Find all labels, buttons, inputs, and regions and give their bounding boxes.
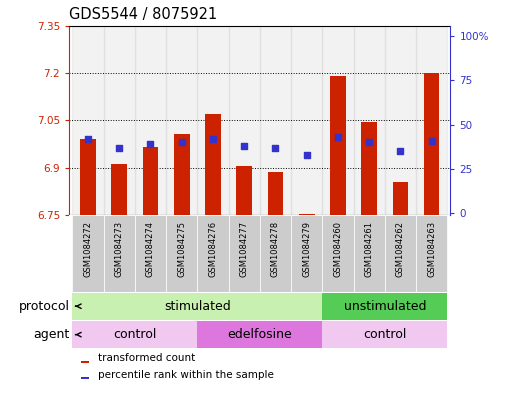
FancyBboxPatch shape: [291, 215, 322, 292]
Text: GDS5544 / 8075921: GDS5544 / 8075921: [69, 7, 218, 22]
FancyBboxPatch shape: [104, 215, 135, 292]
Text: protocol: protocol: [19, 300, 70, 313]
Point: [303, 152, 311, 158]
Point: [240, 143, 248, 149]
Point: [427, 138, 436, 144]
FancyBboxPatch shape: [322, 321, 447, 348]
Point: [365, 139, 373, 145]
FancyBboxPatch shape: [229, 215, 260, 292]
FancyBboxPatch shape: [198, 321, 322, 348]
Bar: [198, 26, 229, 215]
Text: stimulated: stimulated: [164, 300, 231, 313]
Bar: [135, 26, 166, 215]
FancyBboxPatch shape: [353, 215, 385, 292]
Bar: [361, 122, 377, 215]
Point: [115, 145, 123, 151]
Bar: [385, 26, 416, 215]
Text: unstimulated: unstimulated: [344, 300, 426, 313]
Text: GSM1084261: GSM1084261: [365, 221, 373, 277]
Point: [334, 134, 342, 140]
Bar: [205, 114, 221, 215]
Text: GSM1084263: GSM1084263: [427, 221, 436, 277]
Text: GSM1084273: GSM1084273: [115, 221, 124, 277]
FancyBboxPatch shape: [72, 321, 198, 348]
Bar: [81, 377, 89, 379]
FancyBboxPatch shape: [72, 215, 104, 292]
Point: [177, 139, 186, 145]
Bar: [111, 165, 127, 215]
Bar: [174, 134, 189, 215]
FancyBboxPatch shape: [198, 215, 229, 292]
Text: GSM1084277: GSM1084277: [240, 221, 249, 277]
Point: [146, 141, 154, 147]
Text: edelfosine: edelfosine: [227, 328, 292, 341]
FancyBboxPatch shape: [72, 293, 322, 320]
Bar: [291, 26, 322, 215]
Bar: [236, 166, 252, 215]
Point: [209, 136, 217, 142]
Bar: [322, 26, 353, 215]
FancyBboxPatch shape: [135, 215, 166, 292]
Bar: [80, 139, 96, 215]
Bar: [268, 173, 283, 215]
Text: GSM1084274: GSM1084274: [146, 221, 155, 277]
Text: GSM1084279: GSM1084279: [302, 221, 311, 277]
Bar: [392, 182, 408, 215]
Bar: [104, 26, 135, 215]
Text: agent: agent: [34, 328, 70, 341]
Text: GSM1084272: GSM1084272: [84, 221, 92, 277]
Text: control: control: [113, 328, 156, 341]
Bar: [424, 73, 440, 215]
Text: GSM1084262: GSM1084262: [396, 221, 405, 277]
Text: control: control: [363, 328, 406, 341]
Text: transformed count: transformed count: [98, 353, 195, 363]
FancyBboxPatch shape: [416, 215, 447, 292]
Text: GSM1084260: GSM1084260: [333, 221, 343, 277]
Point: [84, 136, 92, 142]
Text: GSM1084276: GSM1084276: [208, 221, 218, 277]
Bar: [166, 26, 198, 215]
Bar: [143, 147, 159, 215]
Bar: [353, 26, 385, 215]
FancyBboxPatch shape: [385, 215, 416, 292]
Bar: [72, 26, 104, 215]
Text: GSM1084278: GSM1084278: [271, 221, 280, 277]
FancyBboxPatch shape: [166, 215, 198, 292]
Text: percentile rank within the sample: percentile rank within the sample: [98, 369, 274, 380]
Bar: [260, 26, 291, 215]
Point: [271, 145, 280, 151]
Bar: [81, 361, 89, 363]
Bar: [330, 76, 346, 215]
FancyBboxPatch shape: [260, 215, 291, 292]
FancyBboxPatch shape: [322, 215, 353, 292]
Text: GSM1084275: GSM1084275: [177, 221, 186, 277]
FancyBboxPatch shape: [322, 293, 447, 320]
Bar: [229, 26, 260, 215]
Point: [397, 148, 405, 154]
Bar: [416, 26, 447, 215]
